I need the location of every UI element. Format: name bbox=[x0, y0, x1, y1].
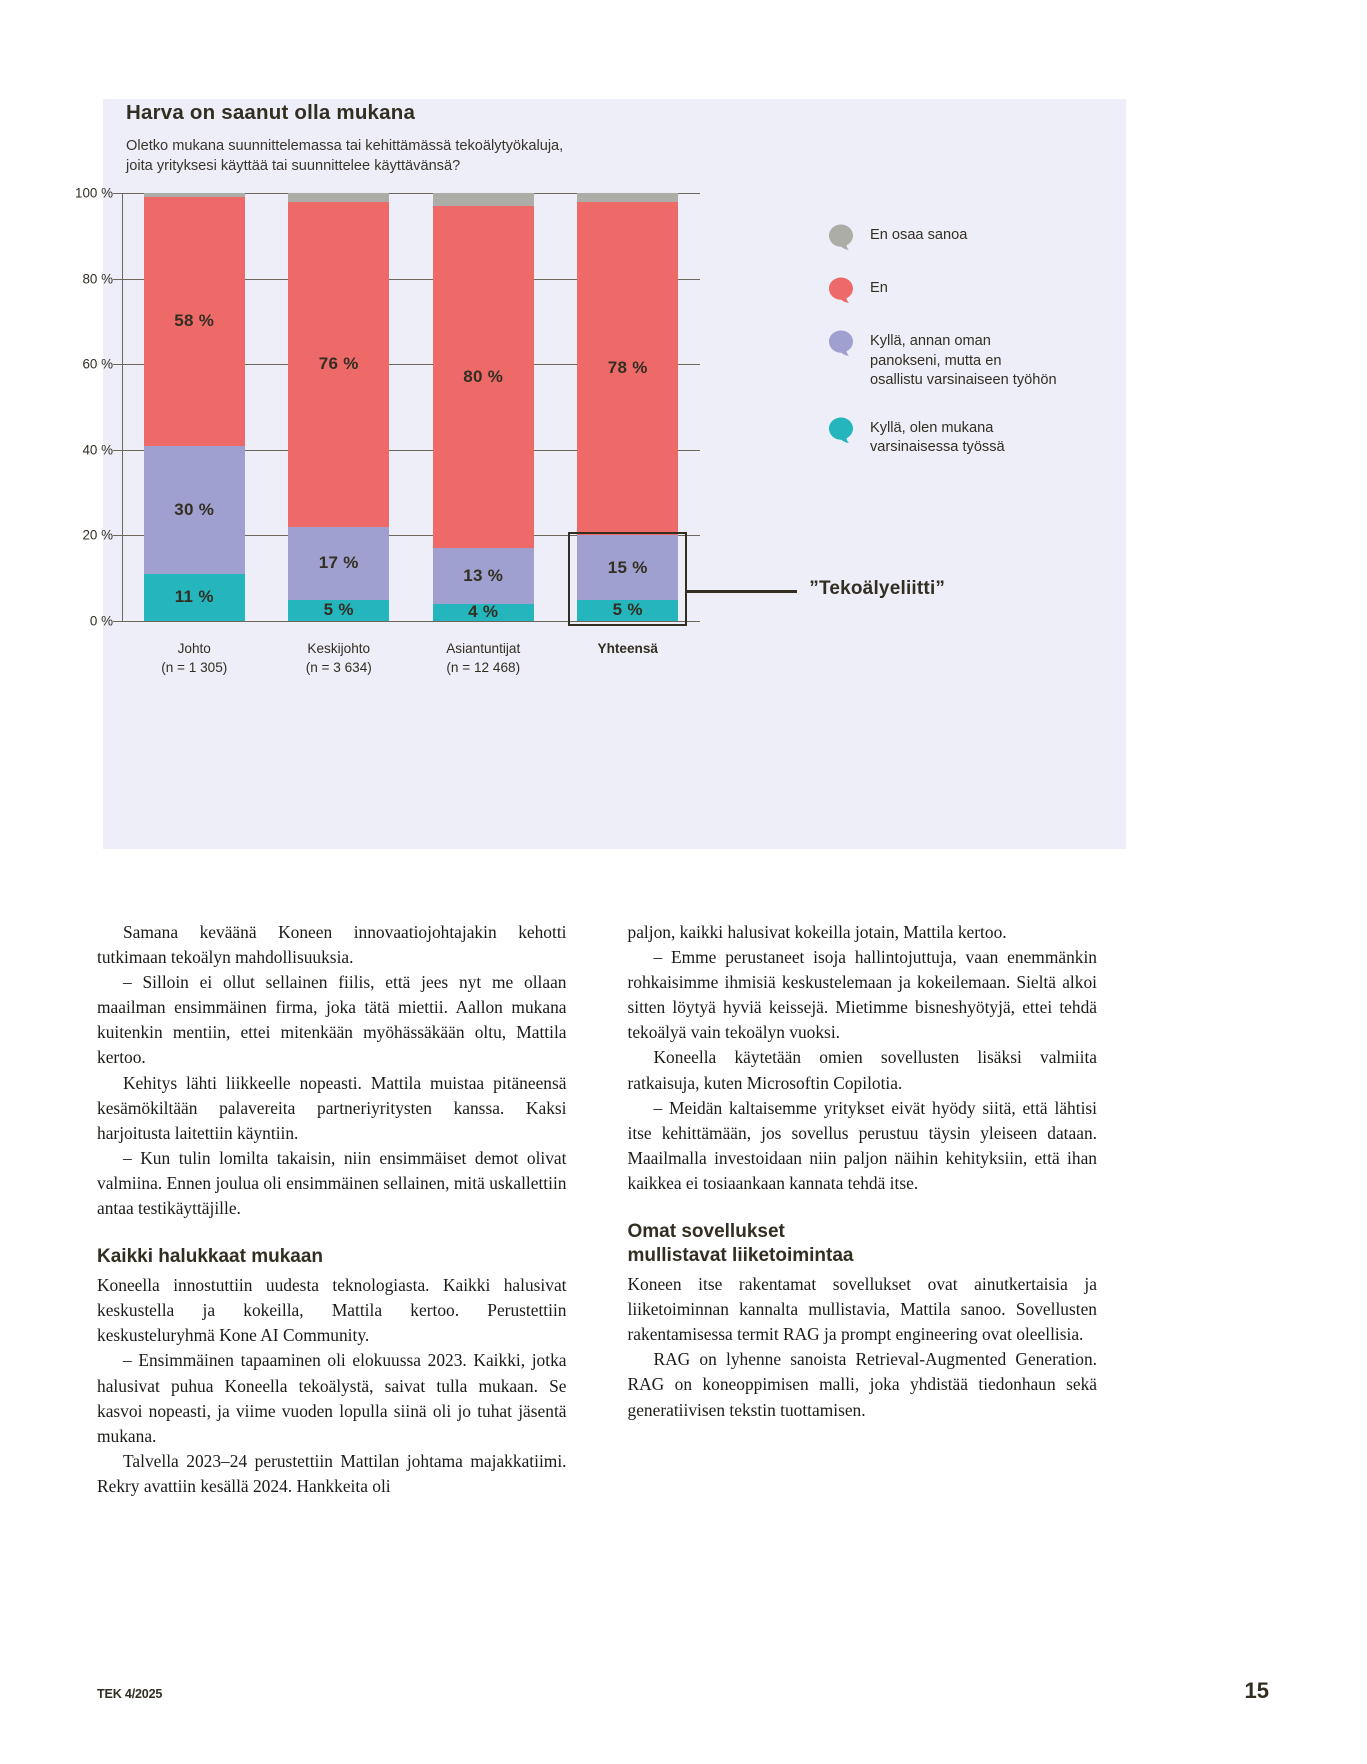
bar-segment: 80 % bbox=[432, 205, 534, 549]
paragraph: Kehitys lähti liikkeelle nopeasti. Matti… bbox=[97, 1072, 567, 1143]
bar-segment-label: 80 % bbox=[463, 367, 504, 387]
bar-segment-label: 13 % bbox=[463, 566, 504, 586]
bar-segment-label: 5 % bbox=[612, 600, 643, 620]
bar-segment: 78 % bbox=[577, 201, 679, 536]
footer-publication: TEK 4/2025 bbox=[97, 1687, 163, 1701]
y-tick-mark bbox=[113, 621, 122, 622]
bar-segment-label: 76 % bbox=[318, 354, 359, 374]
callout-label: ”Tekoälyeliitti” bbox=[809, 578, 946, 600]
paragraph: – Silloin ei ollut sellainen fiilis, ett… bbox=[97, 972, 567, 1068]
legend-swatch-speech-bubble-icon bbox=[828, 276, 854, 304]
bar-group: 5 % 15 % 78 % bbox=[577, 193, 679, 621]
bar-segment-label: 15 % bbox=[607, 557, 648, 577]
y-tick-mark bbox=[113, 449, 122, 451]
bar-group: 11 % 30 % 58 % bbox=[143, 193, 245, 621]
gridline bbox=[122, 621, 700, 622]
bar-segment: 58 % bbox=[143, 197, 245, 446]
chart-subtitle: Oletko mukana suunnittelemassa tai kehit… bbox=[126, 138, 564, 174]
bar-segment bbox=[432, 193, 534, 206]
gridline bbox=[122, 449, 700, 451]
legend-label: En osaa sanoa bbox=[870, 227, 968, 243]
legend-label: Kyllä, olen mukana varsinaisessa työssä bbox=[870, 419, 1005, 456]
paragraph: Koneella innostuttiin uudesta teknologia… bbox=[97, 1275, 567, 1346]
section-heading: Omat sovellukset mullistavat liiketoimin… bbox=[627, 1221, 854, 1267]
chart-plot-area: 0 % 20 % 40 % 60 % 80 % 100 % 11 % 30 % 58 % 5 %… bbox=[75, 186, 700, 629]
bar-segment bbox=[288, 193, 390, 202]
x-axis-label: Yhteensä bbox=[597, 641, 658, 656]
y-tick-label: 40 % bbox=[82, 442, 113, 458]
paragraph: Samana keväänä Koneen innovaatiojohtajak… bbox=[97, 922, 567, 968]
paragraph: Koneella käytetään omien sovellusten lis… bbox=[627, 1047, 1098, 1093]
legend-item: Kyllä, olen mukana varsinaisessa työssä bbox=[828, 415, 1068, 458]
gridline bbox=[122, 535, 700, 537]
bar-segment: 76 % bbox=[288, 201, 390, 527]
bar-segment bbox=[577, 193, 679, 202]
gridline bbox=[122, 364, 700, 366]
y-tick-mark bbox=[113, 193, 122, 194]
bar-segment-label: 78 % bbox=[607, 358, 648, 378]
gridline bbox=[122, 193, 700, 194]
paragraph: – Meidän kaltaisemme yritykset eivät hyö… bbox=[627, 1097, 1098, 1193]
bar-segment: 30 % bbox=[143, 445, 245, 574]
article-column-left: Samana keväänä Koneen innovaatiojohtajak… bbox=[97, 920, 567, 1499]
bar-segment: 15 % bbox=[577, 535, 679, 600]
y-axis-line bbox=[122, 193, 123, 621]
y-tick-label: 0 % bbox=[89, 613, 113, 629]
bar-segment-label: 58 % bbox=[174, 311, 215, 331]
x-axis-label: Keskijohto (n = 3 634) bbox=[305, 641, 372, 675]
bar-group: 5 % 17 % 76 % bbox=[288, 193, 390, 621]
y-tick-label: 100 % bbox=[75, 185, 113, 201]
article-body: Samana keväänä Koneen innovaatiojohtajak… bbox=[97, 920, 1097, 1499]
x-axis-label: Asiantuntijat (n = 12 468) bbox=[446, 641, 521, 675]
bar-segment: 5 % bbox=[288, 599, 390, 621]
bar-segment: 17 % bbox=[288, 526, 390, 600]
legend-swatch-speech-bubble-icon bbox=[828, 416, 854, 444]
y-tick-label: 20 % bbox=[82, 527, 113, 543]
y-tick-label: 60 % bbox=[82, 356, 113, 372]
paragraph: – Ensimmäinen tapaaminen oli elokuussa 2… bbox=[97, 1350, 567, 1446]
paragraph: Talvella 2023–24 perustettiin Mattilan j… bbox=[97, 1450, 567, 1496]
bar-segment-label: 11 % bbox=[174, 587, 214, 607]
bar-segment-label: 4 % bbox=[468, 602, 499, 622]
y-tick-mark bbox=[113, 535, 122, 537]
chart-legend: En osaa sanoa En Kyllä, annan oman panokse… bbox=[828, 222, 1068, 482]
legend-item: En bbox=[828, 275, 1068, 304]
bar-segment bbox=[143, 193, 245, 198]
bar-segment: 5 % bbox=[577, 599, 679, 621]
gridline bbox=[122, 278, 700, 280]
paragraph: Koneen itse rakentamat sovellukset ovat … bbox=[627, 1274, 1098, 1345]
bar-segment: 4 % bbox=[432, 602, 534, 622]
legend-label: En bbox=[870, 280, 888, 296]
bar-segment-label: 30 % bbox=[174, 499, 215, 519]
legend-swatch-speech-bubble-icon bbox=[828, 329, 854, 357]
y-tick-mark bbox=[113, 278, 122, 280]
paragraph: – Emme perustaneet isoja hallintojuttuja… bbox=[627, 947, 1098, 1043]
bar-group: 4 % 13 % 80 % bbox=[432, 193, 534, 622]
y-tick-mark bbox=[113, 364, 122, 366]
article-column-right: paljon, kaikki halusivat kokeilla jotain… bbox=[628, 920, 1098, 1499]
legend-item: En osaa sanoa bbox=[828, 222, 1068, 251]
bar-segment-label: 17 % bbox=[318, 553, 359, 573]
bar-segment-label: 5 % bbox=[323, 600, 354, 620]
tekoalyeliitti-highlight-box bbox=[568, 532, 688, 626]
bar-segment: 13 % bbox=[432, 548, 534, 604]
footer-page-number: 15 bbox=[1244, 1678, 1269, 1703]
callout-leader-line bbox=[687, 590, 798, 593]
paragraph: paljon, kaikki halusivat kokeilla jotain… bbox=[627, 922, 1007, 942]
paragraph: RAG on lyhenne sanoista Retrieval-Augmen… bbox=[627, 1349, 1098, 1420]
legend-item: Kyllä, annan oman panokseni, mutta en os… bbox=[828, 328, 1068, 391]
legend-label: Kyllä, annan oman panokseni, mutta en os… bbox=[870, 333, 1057, 388]
chart-title: Harva on saanut olla mukana bbox=[126, 101, 416, 124]
legend-swatch-speech-bubble-icon bbox=[828, 223, 854, 251]
y-tick-label: 80 % bbox=[82, 271, 113, 287]
bar-segment: 11 % bbox=[143, 573, 245, 621]
paragraph: – Kun tulin lomilta takaisin, niin ensim… bbox=[97, 1147, 567, 1219]
x-axis-label: Johto (n = 1 305) bbox=[161, 641, 228, 675]
section-heading: Kaikki halukkaat mukaan bbox=[97, 1246, 323, 1268]
